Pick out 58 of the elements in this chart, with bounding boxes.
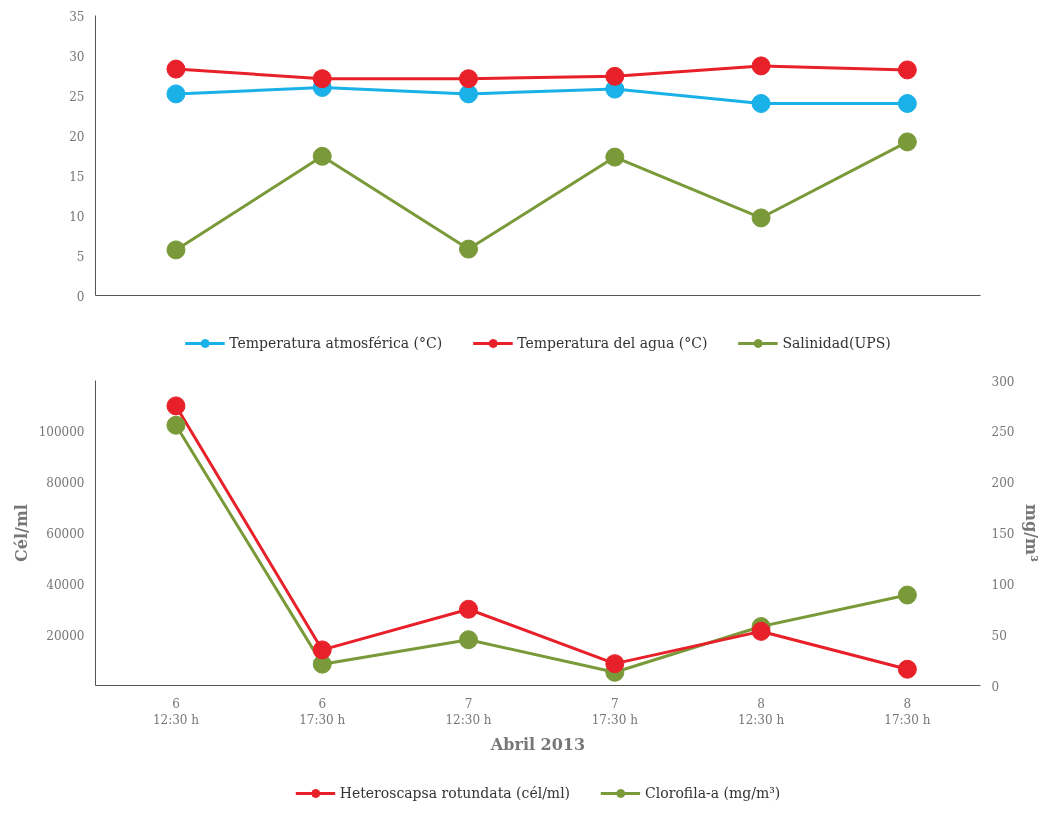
point (312, 69, 332, 89)
y-tick-label: 25 (69, 89, 85, 104)
y2-tick-label: 50 (991, 628, 1007, 643)
point (166, 415, 186, 435)
point (166, 84, 186, 104)
point (166, 396, 186, 416)
x-axis-title: Abril 2013 (489, 735, 586, 755)
y-tick-label: 0 (76, 289, 85, 304)
point (459, 630, 479, 650)
point (751, 208, 771, 228)
point (605, 654, 625, 674)
legend-label: Temperatura del agua (°C) (517, 334, 708, 351)
point (459, 599, 479, 619)
point (459, 239, 479, 259)
y-tick-label: 60000 (46, 527, 85, 541)
x-tick-label: 8 17:30 h (884, 696, 931, 728)
point (897, 60, 917, 80)
y-tick-label: 30 (69, 49, 85, 64)
y-tick-label: 20000 (46, 628, 85, 643)
x-tick-label: 7 17:30 h (591, 696, 639, 728)
legend-label: Clorofila-a (mg/m³) (645, 784, 781, 801)
x-tick-label: 6 17:30 h (299, 696, 346, 728)
y-axis-title: Cél/ml (11, 504, 31, 562)
y2-tick-label: 150 (991, 527, 1015, 541)
y-tick-label: 20 (69, 129, 85, 144)
point (605, 66, 625, 86)
y-tick-label: 80000 (46, 476, 85, 491)
point (897, 94, 917, 113)
y2-tick-label: 200 (991, 476, 1015, 491)
y-tick-label: 35 (69, 9, 85, 24)
y2-tick-label: 100 (991, 577, 1015, 592)
point (459, 84, 479, 104)
point (897, 585, 917, 605)
point (312, 640, 332, 660)
legend-label: Temperatura atmosférica (°C) (229, 334, 443, 351)
point (166, 240, 186, 260)
point (605, 147, 625, 167)
y2-tick-label: 250 (991, 425, 1015, 440)
y-tick-label: 40000 (46, 577, 85, 592)
point (897, 659, 917, 679)
x-tick-label: 8 12:30 h (738, 696, 785, 728)
point (897, 132, 917, 152)
y2-tick-label: 300 (991, 374, 1015, 389)
y-tick-label: 15 (69, 169, 85, 184)
point (459, 69, 479, 89)
point (312, 146, 332, 166)
legend-label: Salinidad(UPS) (782, 334, 891, 351)
y-tick-label: 5 (76, 249, 85, 264)
point (751, 56, 771, 76)
y-tick-label: 10 (69, 209, 85, 224)
x-tick-label: 7 12:30 h (445, 696, 492, 728)
y2-tick-label: 0 (991, 679, 1000, 694)
x-tick-label: 6 12:30 h (152, 696, 200, 728)
y2-axis-title: mg/m³ (1022, 504, 1042, 562)
y-tick-label: 100000 (38, 425, 85, 440)
point (751, 94, 771, 113)
legend-label: Heteroscapsa rotundata (cél/ml) (339, 784, 571, 801)
point (166, 59, 186, 79)
